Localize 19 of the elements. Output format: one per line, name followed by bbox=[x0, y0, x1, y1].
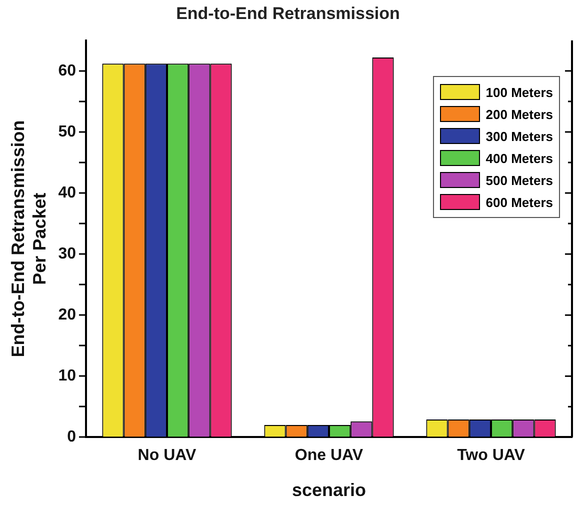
y-tick-label: 20 bbox=[58, 306, 76, 324]
y-axis-title: End-to-End Retransmission Per Packet bbox=[8, 120, 50, 358]
legend-label: 100 Meters bbox=[486, 84, 553, 100]
y-tick-label: 60 bbox=[58, 62, 76, 80]
x-tick-label: One UAV bbox=[294, 447, 364, 464]
y-tick-label: 0 bbox=[67, 428, 76, 446]
y-tick-label: 10 bbox=[58, 368, 76, 385]
legend-label: 400 Meters bbox=[486, 150, 553, 166]
x-tick-label: No UAV bbox=[138, 447, 197, 464]
legend-label: 500 Meters bbox=[486, 172, 553, 188]
y-tick-label: 30 bbox=[58, 245, 76, 262]
x-tick-label: Two UAV bbox=[457, 447, 526, 464]
chart-title: End-to-End Retransmission bbox=[176, 4, 400, 23]
legend-label: 300 Meters bbox=[486, 128, 553, 144]
legend-label: 200 Meters bbox=[486, 106, 553, 122]
x-axis-title: scenario bbox=[292, 480, 366, 500]
legend-label: 600 Meters bbox=[486, 194, 553, 210]
y-tick-label: 40 bbox=[58, 184, 76, 202]
y-tick-label: 50 bbox=[58, 123, 76, 140]
